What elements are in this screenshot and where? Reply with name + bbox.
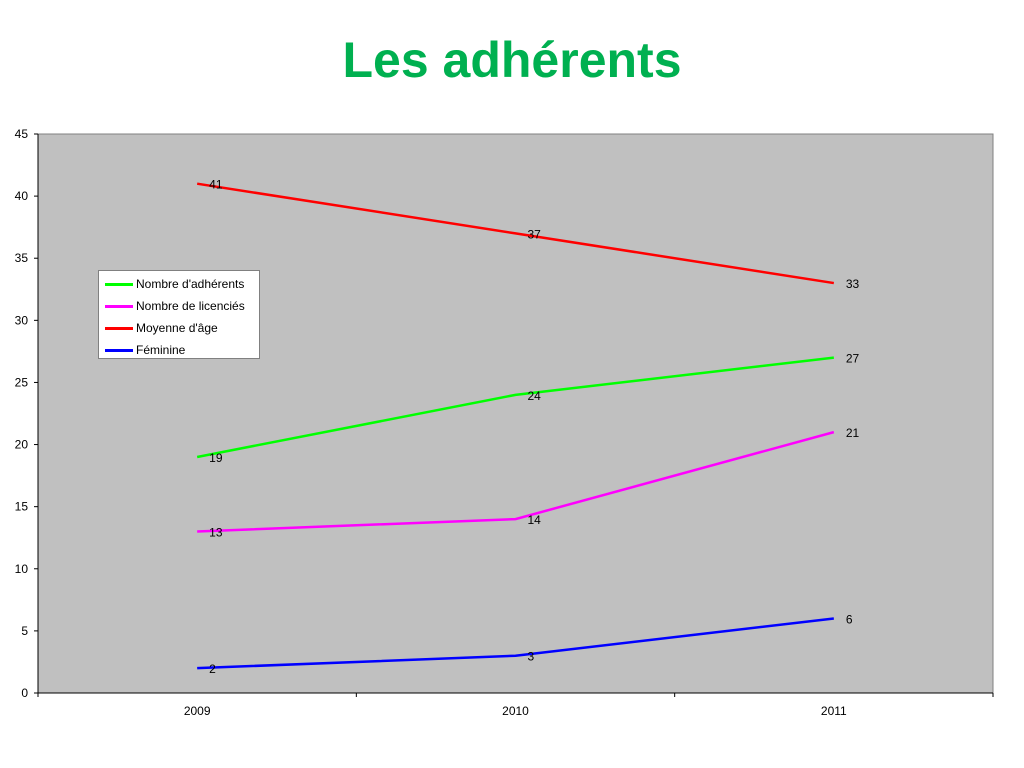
y-tick-label: 0 <box>21 686 28 700</box>
legend-label: Moyenne d'âge <box>136 321 218 335</box>
x-tick-label: 2011 <box>821 704 847 718</box>
data-label: 24 <box>528 389 542 403</box>
data-label: 13 <box>209 526 223 540</box>
series-lines <box>196 182 835 670</box>
y-tick-label: 10 <box>15 562 29 576</box>
axes: 0 5 10 15 20 25 30 35 40 45 2009 2010 2011 <box>15 127 994 718</box>
data-label: 3 <box>528 650 535 664</box>
y-tick-label: 20 <box>15 438 29 452</box>
y-tick-label: 35 <box>15 251 29 265</box>
data-label: 37 <box>528 227 542 241</box>
legend-item: Moyenne d'âge <box>105 317 259 339</box>
data-label: 21 <box>846 426 860 440</box>
legend-item: Nombre d'adhérents <box>105 273 259 295</box>
legend-swatch <box>105 348 133 352</box>
legend-swatch <box>105 282 133 286</box>
legend-swatch <box>105 304 133 308</box>
plot-area <box>37 133 994 694</box>
chart-legend: Nombre d'adhérents Nombre de licenciés Moy… <box>98 270 260 359</box>
legend-label: Féminine <box>136 343 186 357</box>
data-label: 27 <box>846 352 860 366</box>
x-tick-label: 2009 <box>184 704 211 718</box>
data-label: 6 <box>846 612 853 626</box>
y-tick-label: 5 <box>21 624 28 638</box>
data-label: 2 <box>209 662 216 676</box>
y-tick-label: 15 <box>15 500 29 514</box>
data-label: 14 <box>528 513 542 527</box>
legend-item: Nombre de licenciés <box>105 295 259 317</box>
legend-item: Féminine <box>105 339 259 361</box>
y-tick-label: 45 <box>15 127 29 141</box>
data-label: 41 <box>209 178 223 192</box>
x-tick-label: 2010 <box>502 704 529 718</box>
series-line <box>197 430 835 533</box>
legend-label: Nombre d'adhérents <box>136 277 245 291</box>
legend-label: Nombre de licenciés <box>136 299 245 313</box>
data-label: 19 <box>209 451 223 465</box>
data-labels: 19 24 27 13 14 21 41 37 33 2 3 6 <box>209 178 859 676</box>
series-line <box>196 182 835 285</box>
legend-swatch <box>105 326 133 330</box>
data-label: 33 <box>846 277 860 291</box>
y-tick-label: 25 <box>15 375 29 389</box>
series-line <box>197 617 834 670</box>
y-tick-label: 40 <box>15 189 29 203</box>
y-tick-label: 30 <box>15 313 29 327</box>
slide-title: Les adhérents <box>342 32 682 88</box>
series-line <box>196 356 834 459</box>
